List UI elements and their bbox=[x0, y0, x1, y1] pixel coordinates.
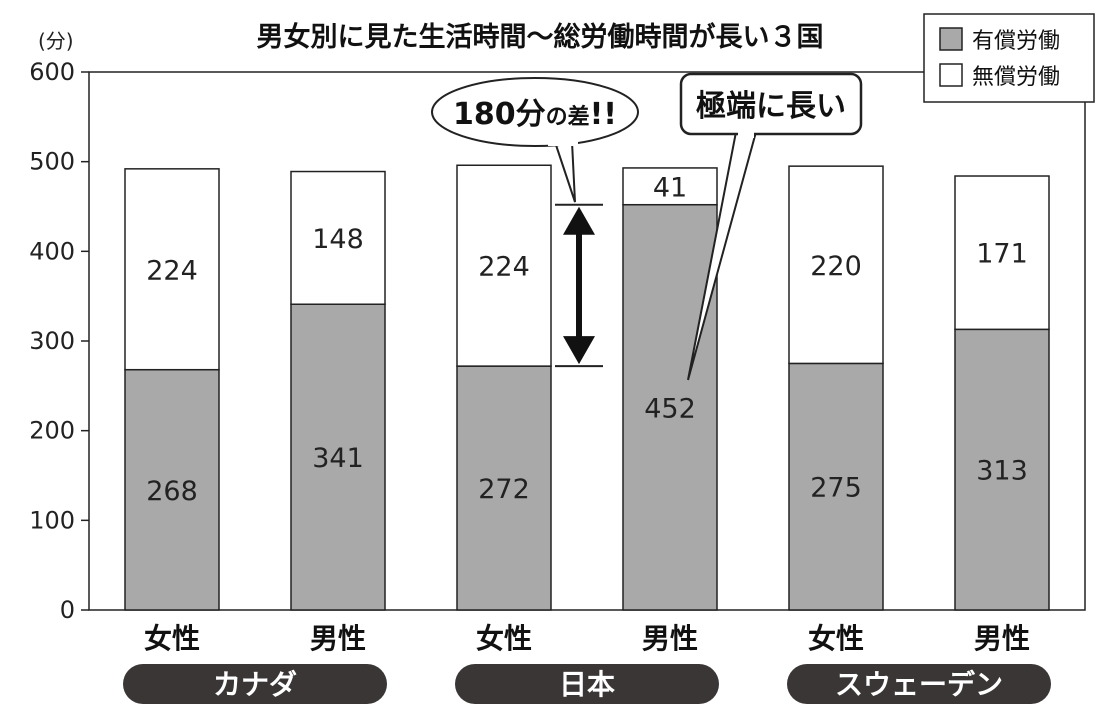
group-pill bbox=[455, 664, 719, 704]
bar-unpaid-value-label: 171 bbox=[976, 239, 1028, 270]
bar-unpaid-segment bbox=[954, 175, 1050, 331]
bar-paid-segment bbox=[124, 368, 220, 611]
difference-callout-small: の差 bbox=[546, 104, 590, 130]
bar-paid-segment bbox=[954, 328, 1050, 611]
y-tick-label: 100 bbox=[29, 506, 75, 534]
bar-paid-value-label: 272 bbox=[478, 474, 530, 505]
category-label: 女性 bbox=[476, 622, 532, 655]
bars: 268 224 341 148 272 224 452 41 275 220 313 171 bbox=[124, 164, 1050, 611]
bar-unpaid-segment bbox=[290, 170, 386, 305]
category-labels: 女性 男性 女性 男性 女性 男性 bbox=[144, 622, 1030, 655]
category-label: 男性 bbox=[310, 622, 366, 655]
difference-callout-end: !! bbox=[590, 97, 617, 132]
bar-unpaid-value-label: 41 bbox=[653, 172, 687, 203]
y-tick-label: 500 bbox=[29, 148, 75, 176]
bar-paid-segment bbox=[456, 365, 552, 611]
group-labels: カナダ 日本 スウェーデン bbox=[123, 664, 1051, 704]
y-tick-label: 200 bbox=[29, 417, 75, 445]
category-label: 男性 bbox=[642, 622, 698, 655]
legend-label-unpaid: 無償労働 bbox=[972, 65, 1060, 90]
bar-unpaid-segment bbox=[456, 164, 552, 367]
difference-arrow bbox=[555, 203, 603, 368]
difference-arrowhead-down bbox=[563, 336, 595, 365]
bar-paid-value-label: 313 bbox=[976, 456, 1028, 487]
group-pill bbox=[787, 664, 1051, 704]
y-tick-label: 600 bbox=[29, 58, 75, 86]
y-tick-label: 300 bbox=[29, 327, 75, 355]
chart-title: 男女別に見た生活時間〜総労働時間が長い３国 bbox=[257, 21, 824, 53]
bar-paid-segment bbox=[290, 303, 386, 611]
category-label: 女性 bbox=[808, 622, 864, 655]
bar-paid-value-label: 268 bbox=[146, 476, 198, 507]
legend-swatch-unpaid bbox=[939, 63, 963, 87]
group-label: スウェーデン bbox=[835, 668, 1003, 701]
bar-paid-segment bbox=[788, 362, 884, 611]
svg-text:180分の差!!: 180分の差!! bbox=[453, 97, 617, 132]
bar-unpaid-value-label: 224 bbox=[478, 252, 530, 283]
long-hours-callout: 極端に長い bbox=[679, 72, 863, 381]
long-hours-callout-text: 極端に長い bbox=[696, 89, 846, 124]
bar-unpaid-value-label: 148 bbox=[312, 224, 364, 255]
bar-paid-value-label: 452 bbox=[644, 393, 696, 424]
y-tick-label: 400 bbox=[29, 237, 75, 265]
difference-arrowhead-up bbox=[563, 206, 595, 235]
group-label: カナダ bbox=[213, 668, 297, 701]
y-axis-ticks: 0 100 200 300 400 500 600 bbox=[29, 58, 89, 624]
legend-label-paid: 有償労働 bbox=[972, 29, 1060, 54]
y-axis-unit: (分) bbox=[38, 29, 74, 53]
category-label: 女性 bbox=[144, 622, 200, 655]
bar-unpaid-segment bbox=[622, 167, 718, 206]
group-pill bbox=[123, 664, 387, 704]
bar-unpaid-value-label: 220 bbox=[810, 251, 862, 282]
y-tick-label: 0 bbox=[60, 596, 75, 624]
bar-unpaid-value-label: 224 bbox=[146, 255, 198, 286]
bar-unpaid-segment bbox=[124, 168, 220, 371]
group-label: 日本 bbox=[559, 668, 615, 701]
difference-callout: 180分の差!! bbox=[431, 77, 639, 203]
difference-callout-main: 180分 bbox=[453, 97, 546, 132]
bar-paid-value-label: 341 bbox=[312, 443, 364, 474]
category-label: 男性 bbox=[974, 622, 1030, 655]
bar-paid-value-label: 275 bbox=[810, 473, 862, 504]
legend-swatch-paid bbox=[939, 27, 963, 51]
legend: 有償労働 無償労働 bbox=[923, 13, 1095, 103]
bar-unpaid-segment bbox=[788, 165, 884, 365]
